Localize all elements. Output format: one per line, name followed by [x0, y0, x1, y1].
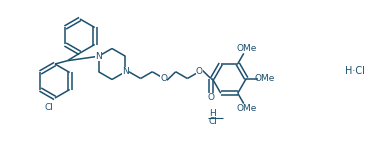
- Text: OMe: OMe: [237, 44, 257, 53]
- Text: Cl: Cl: [208, 117, 217, 126]
- Text: Cl: Cl: [45, 103, 53, 112]
- Text: H: H: [209, 109, 216, 118]
- Text: OMe: OMe: [254, 74, 275, 83]
- Text: H·Cl: H·Cl: [345, 66, 365, 76]
- Text: N: N: [95, 52, 102, 61]
- Text: OMe: OMe: [237, 104, 257, 113]
- Text: O: O: [207, 93, 214, 102]
- Text: N: N: [122, 67, 129, 76]
- Text: O: O: [196, 67, 203, 76]
- Text: O: O: [160, 74, 168, 83]
